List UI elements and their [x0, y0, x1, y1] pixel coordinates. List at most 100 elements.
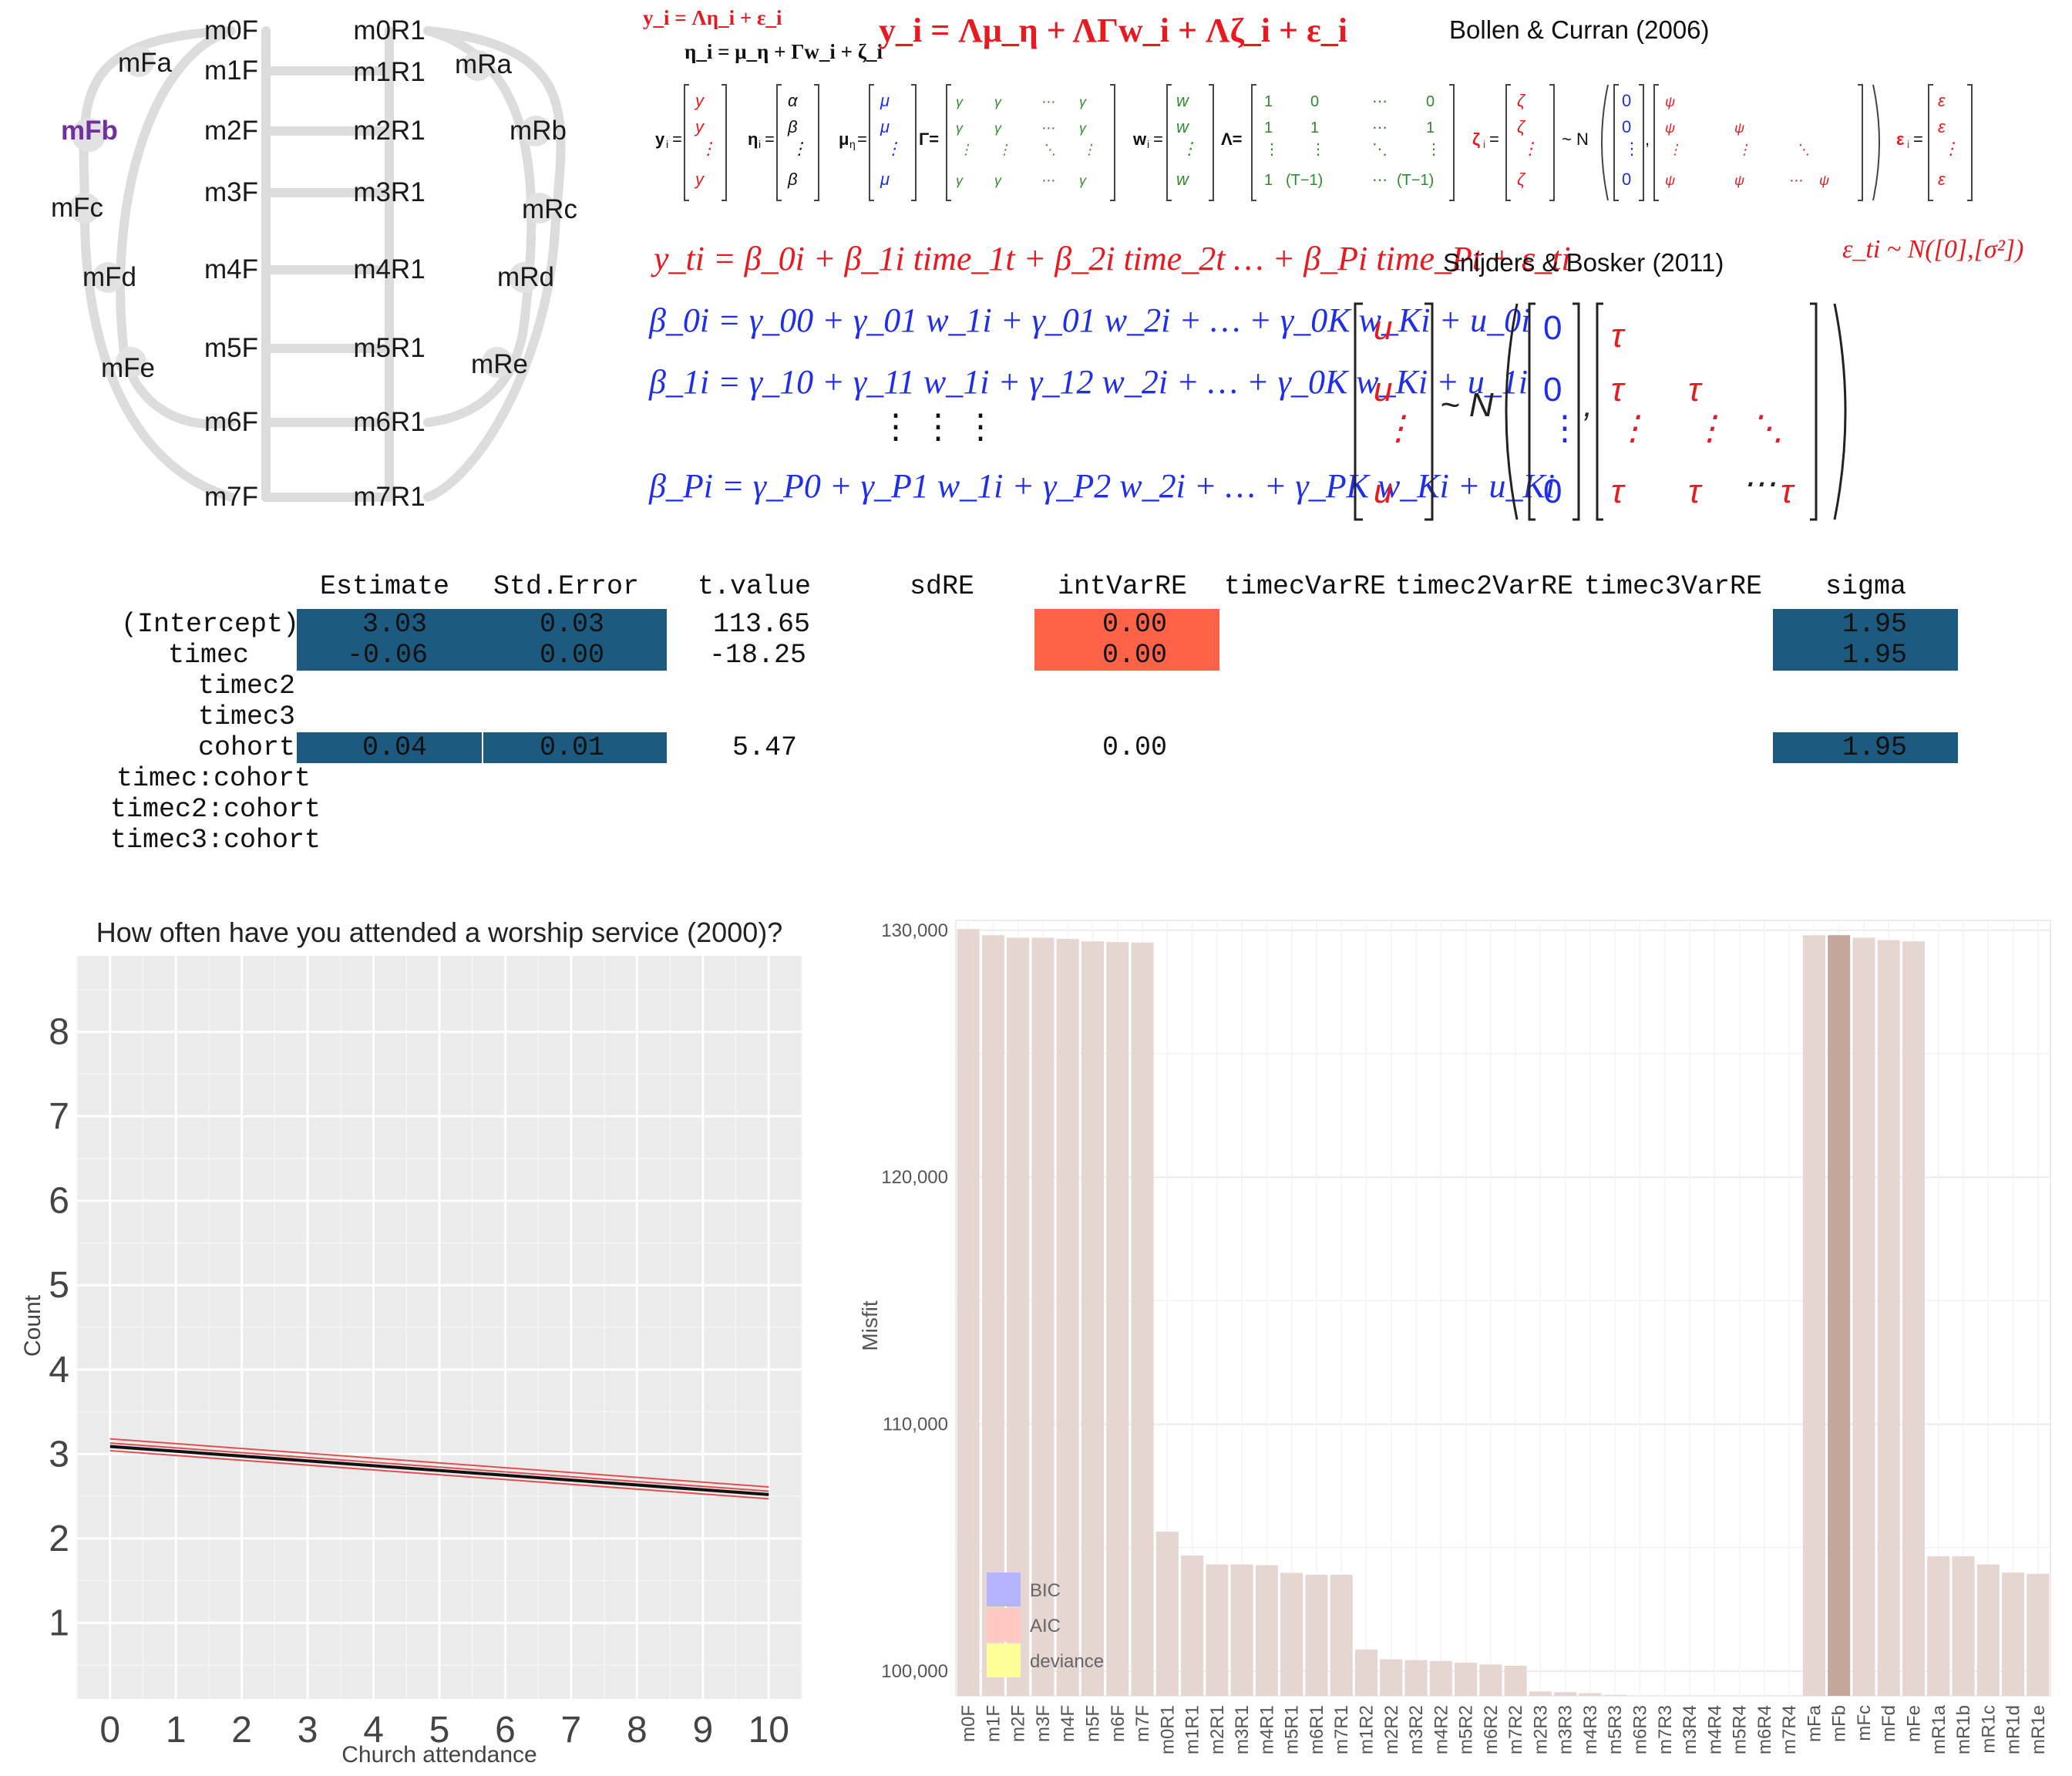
- node-m7f[interactable]: m7F: [204, 482, 258, 512]
- y-axis-title: Misfit: [858, 1300, 882, 1351]
- x-tick-label: m3R4: [1680, 1705, 1700, 1754]
- node-mrb[interactable]: mRb: [510, 116, 567, 146]
- node-m2r1[interactable]: m2R1: [353, 116, 426, 146]
- node-m0r1[interactable]: m0R1: [353, 15, 426, 45]
- cell-intvarre: 0.00: [1102, 640, 1168, 671]
- svg-text:⋮: ⋮: [1522, 139, 1539, 158]
- node-mfc[interactable]: mFc: [50, 193, 104, 223]
- node-mre[interactable]: mRe: [471, 349, 528, 379]
- svg-text:~ N: ~ N: [1440, 386, 1494, 424]
- node-m3r1[interactable]: m3R1: [353, 177, 426, 207]
- model-map: m0F m1F m2F m3F m4F m5F m6F m7F m0R1 m1R…: [0, 0, 632, 540]
- svg-text:β: β: [787, 117, 798, 136]
- svg-text:ζ: ζ: [1517, 91, 1526, 110]
- svg-text:y: y: [694, 91, 705, 110]
- bar-mfa: [1802, 935, 1825, 1696]
- node-mfd[interactable]: mFd: [82, 262, 136, 292]
- bar-m6r2: [1479, 1664, 1502, 1696]
- x-tick-label: m4R4: [1704, 1705, 1725, 1754]
- x-tick-label: mFd: [1879, 1705, 1899, 1742]
- bar-m7f: [1131, 942, 1154, 1696]
- bc-eq-main: y_i = Λμ_η + ΛΓw_i + Λζ_i + ε_i: [879, 12, 1348, 49]
- svg-text:=: =: [857, 130, 867, 149]
- svg-text:τ: τ: [1611, 473, 1626, 510]
- svg-text:⋮: ⋮: [1616, 409, 1650, 447]
- node-mfe[interactable]: mFe: [101, 353, 155, 383]
- node-m7r1[interactable]: m7R1: [353, 482, 426, 512]
- svg-text:0: 0: [1622, 170, 1631, 189]
- sb-eq-level1: y_ti = β_0i + β_1i time_1t + β_2i time_2…: [654, 240, 1571, 278]
- svg-text:⋮: ⋮: [1548, 409, 1582, 447]
- node-m2f[interactable]: m2F: [204, 116, 258, 146]
- svg-text:Γ=: Γ=: [919, 130, 939, 149]
- node-mfa[interactable]: mFa: [118, 48, 172, 78]
- node-m4f[interactable]: m4F: [204, 254, 258, 284]
- svg-text:γ: γ: [1079, 173, 1087, 188]
- svg-text:ζ: ζ: [1517, 117, 1526, 136]
- svg-text:ζ: ζ: [1472, 130, 1480, 149]
- node-m5f[interactable]: m5F: [204, 333, 258, 363]
- cell-t-value: 113.65: [713, 609, 811, 640]
- x-tick-label: 0: [99, 1710, 120, 1751]
- x-tick-label: m1R1: [1182, 1705, 1203, 1754]
- bar-m6f: [1106, 942, 1129, 1696]
- x-tick-label: m5R1: [1282, 1705, 1303, 1754]
- x-tick-label: mR1d: [2003, 1705, 2024, 1754]
- svg-text:w: w: [1176, 170, 1190, 189]
- node-m0f[interactable]: m0F: [204, 15, 258, 45]
- cell-estimate: 3.03: [362, 609, 428, 640]
- series-line: [109, 1449, 769, 1500]
- svg-text:u: u: [1374, 309, 1392, 347]
- svg-text:w: w: [1132, 130, 1147, 149]
- svg-text:(T−1): (T−1): [1397, 172, 1434, 189]
- svg-text:i: i: [1147, 138, 1149, 150]
- citation-snijders-bosker: Snijders & Bosker (2011): [1443, 248, 1724, 277]
- x-tick-label: m7R1: [1331, 1705, 1352, 1754]
- bar-m7r1: [1330, 1575, 1353, 1696]
- svg-text:⋮: ⋮: [1082, 142, 1096, 157]
- x-tick-label: 7: [561, 1710, 582, 1751]
- svg-text:⋮: ⋮: [1381, 409, 1415, 447]
- node-m1r1[interactable]: m1R1: [353, 57, 426, 87]
- x-tick-label: mFa: [1804, 1704, 1825, 1742]
- node-mrc[interactable]: mRc: [522, 194, 577, 224]
- svg-text:γ: γ: [1079, 94, 1087, 109]
- bar-m1r2: [1354, 1649, 1378, 1696]
- svg-text:γ: γ: [994, 173, 1002, 188]
- svg-text:μ: μ: [839, 130, 849, 149]
- svg-text:⋮: ⋮: [885, 139, 902, 158]
- svg-text:w: w: [1176, 117, 1190, 136]
- svg-text:⋮: ⋮: [1181, 139, 1198, 158]
- row-name: timec3: [197, 701, 295, 732]
- bar-m5r3: [1603, 1694, 1626, 1696]
- svg-text:0: 0: [1310, 93, 1319, 110]
- node-mfb-selected[interactable]: mFb: [61, 116, 118, 146]
- svg-text:⋱: ⋱: [1372, 141, 1388, 158]
- svg-text:μ: μ: [880, 91, 890, 110]
- y-tick-label: 130,000: [881, 920, 948, 941]
- series-line: [109, 1438, 769, 1488]
- svg-text:τ: τ: [1781, 473, 1795, 510]
- y-tick-label: 100,000: [881, 1661, 948, 1682]
- node-m1f[interactable]: m1F: [204, 56, 258, 86]
- node-mra[interactable]: mRa: [455, 49, 512, 79]
- bar-mr1b: [1952, 1556, 1975, 1696]
- svg-text:i: i: [666, 138, 668, 150]
- x-tick-label: m3R3: [1556, 1705, 1576, 1754]
- node-m3f[interactable]: m3F: [204, 177, 258, 207]
- node-m4r1[interactable]: m4R1: [353, 254, 426, 284]
- svg-text:η: η: [849, 138, 856, 150]
- x-tick-label: 5: [429, 1710, 450, 1751]
- col-header-estimate: Estimate: [320, 571, 450, 602]
- bar-mr1c: [1976, 1564, 2000, 1696]
- col-header-timec3varre: timec3VarRE: [1584, 571, 1763, 602]
- node-m6r1[interactable]: m6R1: [353, 407, 426, 437]
- col-header-sdre: sdRE: [910, 571, 975, 602]
- svg-text:ε: ε: [1896, 130, 1905, 149]
- node-m6f[interactable]: m6F: [204, 407, 258, 437]
- col-header-timecvarre: timecVarRE: [1224, 571, 1387, 602]
- sb-eq-betaP: β_Pi = γ_P0 + γ_P1 w_1i + γ_P2 w_2i + … …: [649, 467, 1556, 505]
- x-tick-label: m4R3: [1580, 1705, 1601, 1754]
- node-m5r1[interactable]: m5R1: [353, 333, 426, 363]
- node-mrd[interactable]: mRd: [497, 262, 554, 292]
